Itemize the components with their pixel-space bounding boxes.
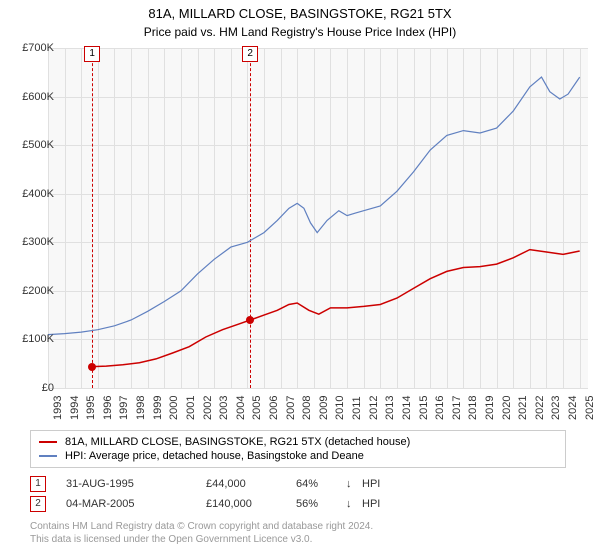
xtick-label: 1996 [102,396,114,420]
sales-date: 31-AUG-1995 [66,478,206,490]
xtick-label: 2022 [534,396,546,420]
xtick-label: 1999 [152,396,164,420]
xtick-label: 2008 [301,396,313,420]
xtick-label: 1994 [69,396,81,420]
ytick-label: £200K [10,285,54,297]
xtick-label: 1995 [85,396,97,420]
sales-pct: 56% [296,498,346,510]
sales-row: 1 31-AUG-1995£44,00064%↓HPI [30,474,380,494]
xtick-label: 2005 [251,396,263,420]
sales-marker-icon: 1 [30,476,46,492]
sale-dot [246,316,254,324]
ytick-label: £0 [10,382,54,394]
legend: 81A, MILLARD CLOSE, BASINGSTOKE, RG21 5T… [30,430,566,468]
sales-row: 2 04-MAR-2005£140,00056%↓HPI [30,494,380,514]
xtick-label: 2010 [334,396,346,420]
xtick-label: 1997 [118,396,130,420]
xtick-label: 2011 [351,396,363,420]
xtick-label: 2002 [202,396,214,420]
sales-hpi-label: HPI [362,478,380,490]
sales-marker-icon: 2 [30,496,46,512]
down-arrow-icon: ↓ [346,478,362,490]
legend-label: 81A, MILLARD CLOSE, BASINGSTOKE, RG21 5T… [65,436,410,448]
xtick-label: 2025 [584,396,596,420]
xtick-label: 2007 [285,396,297,420]
legend-swatch [39,455,57,457]
series-property [92,250,580,367]
xtick-label: 2014 [401,396,413,420]
xtick-label: 2016 [434,396,446,420]
series-hpi [48,77,580,335]
xtick-label: 2018 [467,396,479,420]
sales-pct: 64% [296,478,346,490]
xtick-label: 2013 [384,396,396,420]
xtick-label: 2020 [501,396,513,420]
xtick-label: 2006 [268,396,280,420]
sales-date: 04-MAR-2005 [66,498,206,510]
ytick-label: £600K [10,91,54,103]
xtick-label: 2001 [185,396,197,420]
sale-marker-box: 1 [84,46,100,62]
chart-subtitle: Price paid vs. HM Land Registry's House … [0,23,600,39]
ytick-label: £300K [10,236,54,248]
xtick-label: 2017 [451,396,463,420]
sales-hpi-label: HPI [362,498,380,510]
xtick-label: 2021 [517,396,529,420]
xtick-label: 2015 [418,396,430,420]
xtick-label: 2009 [318,396,330,420]
sale-dot [88,363,96,371]
legend-label: HPI: Average price, detached house, Basi… [65,450,364,462]
xtick-label: 2004 [235,396,247,420]
plot-area: 12 [48,48,588,388]
sale-marker-box: 2 [242,46,258,62]
legend-swatch [39,441,57,443]
footer-attribution: Contains HM Land Registry data © Crown c… [30,520,373,546]
xtick-label: 2023 [550,396,562,420]
xtick-label: 2024 [567,396,579,420]
xtick-label: 2003 [218,396,230,420]
chart-title: 81A, MILLARD CLOSE, BASINGSTOKE, RG21 5T… [0,0,600,23]
legend-item: 81A, MILLARD CLOSE, BASINGSTOKE, RG21 5T… [39,435,557,449]
ytick-label: £700K [10,42,54,54]
sales-table: 1 31-AUG-1995£44,00064%↓HPI 2 04-MAR-2005£1… [30,474,380,514]
ytick-label: £400K [10,188,54,200]
ytick-label: £500K [10,139,54,151]
chart-container: 81A, MILLARD CLOSE, BASINGSTOKE, RG21 5T… [0,0,600,560]
sales-price: £44,000 [206,478,296,490]
legend-item: HPI: Average price, detached house, Basi… [39,449,557,463]
xtick-label: 2012 [368,396,380,420]
footer-line-2: This data is licensed under the Open Gov… [30,533,373,546]
line-series [48,48,588,388]
xtick-label: 1993 [52,396,64,420]
sales-price: £140,000 [206,498,296,510]
xtick-label: 2019 [484,396,496,420]
xtick-label: 2000 [168,396,180,420]
xtick-label: 1998 [135,396,147,420]
down-arrow-icon: ↓ [346,498,362,510]
ytick-label: £100K [10,333,54,345]
footer-line-1: Contains HM Land Registry data © Crown c… [30,520,373,533]
